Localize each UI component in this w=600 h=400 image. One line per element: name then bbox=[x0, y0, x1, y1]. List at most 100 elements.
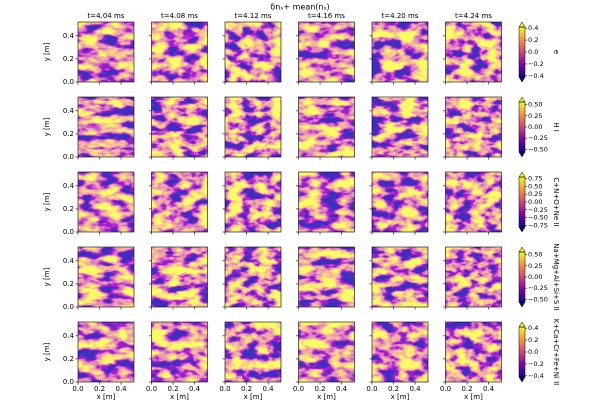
colorbar bbox=[519, 327, 525, 377]
colorbar-tick-label: −0.25 bbox=[528, 284, 548, 292]
colorbar-tick-label: 0.00 bbox=[528, 123, 542, 131]
colorbar-extend bbox=[518, 226, 526, 233]
colorbar-extend bbox=[518, 21, 526, 28]
heatmap bbox=[151, 322, 208, 382]
axes-frame bbox=[298, 171, 355, 233]
y-axis-label: y [m] bbox=[43, 192, 51, 211]
axes-frame bbox=[298, 21, 355, 83]
y-axis-label: y [m] bbox=[43, 42, 51, 61]
colorbar-tick-label: 0.25 bbox=[528, 190, 542, 198]
y-tick-label: 0.4 bbox=[63, 182, 75, 190]
axes-frame bbox=[371, 96, 429, 158]
colorbar-tick-label: 0.50 bbox=[528, 101, 542, 109]
colorbar bbox=[519, 177, 525, 227]
colorbar-tick-label: 0.00 bbox=[528, 273, 542, 281]
axes-frame bbox=[371, 246, 429, 308]
colorbar-tick-label: 0.4 bbox=[528, 324, 538, 332]
axes-frame bbox=[224, 171, 282, 233]
colorbar-tick-label: −0.2 bbox=[528, 360, 544, 368]
heatmap bbox=[372, 322, 428, 382]
colorbar-tick-label: 0.50 bbox=[528, 182, 542, 190]
heatmap bbox=[445, 247, 502, 307]
x-tick-label: 0.2 bbox=[314, 385, 325, 393]
y-tick-label: 0.2 bbox=[63, 280, 74, 288]
y-tick-label: 0.4 bbox=[63, 332, 75, 340]
y-tick-label: 0.4 bbox=[63, 257, 75, 265]
x-tick-label: 0.2 bbox=[241, 385, 252, 393]
heatmap bbox=[298, 247, 355, 307]
x-tick-label: 0.2 bbox=[167, 385, 178, 393]
x-axis-label: x [m] bbox=[391, 393, 410, 400]
heatmap bbox=[151, 172, 208, 232]
axes-frame bbox=[445, 171, 502, 233]
axes-frame bbox=[151, 21, 208, 83]
colorbar bbox=[519, 252, 525, 302]
x-axis-label: x [m] bbox=[97, 393, 116, 400]
colorbar-tick-label: 0.00 bbox=[528, 198, 542, 206]
colorbar-tick-label: −0.50 bbox=[528, 214, 548, 222]
axes-frame bbox=[224, 246, 282, 308]
heatmap bbox=[372, 172, 428, 232]
y-tick-label: 0.2 bbox=[63, 55, 74, 63]
y-tick-label: 0.0 bbox=[63, 78, 74, 86]
x-tick-label: 0.4 bbox=[336, 385, 348, 393]
colorbar bbox=[519, 102, 525, 152]
colorbar-tick-label: 0.75 bbox=[528, 175, 542, 183]
colorbar-extend bbox=[518, 376, 526, 383]
row-label: C+N+O+Ne II bbox=[552, 177, 560, 226]
column-title: t=4.24 ms bbox=[455, 12, 492, 20]
axes-frame bbox=[77, 96, 135, 158]
heatmap bbox=[445, 22, 502, 82]
x-tick-label: 0.2 bbox=[461, 385, 472, 393]
heatmap bbox=[78, 172, 134, 232]
axes-frame bbox=[445, 321, 502, 383]
y-tick-label: 0.2 bbox=[63, 130, 74, 138]
heatmap bbox=[151, 97, 208, 157]
heatmap bbox=[225, 172, 281, 232]
colorbar-tick-label: −0.4 bbox=[528, 72, 544, 80]
colorbar-extend bbox=[518, 151, 526, 158]
colorbar-extend bbox=[518, 246, 526, 253]
colorbar-tick-label: −0.50 bbox=[528, 145, 548, 153]
x-tick-label: 0.2 bbox=[388, 385, 399, 393]
axes-frame bbox=[371, 321, 429, 383]
heatmap bbox=[298, 172, 355, 232]
x-tick-label: 0.2 bbox=[94, 385, 105, 393]
y-tick-label: 0.0 bbox=[63, 228, 74, 236]
x-tick-label: 0.0 bbox=[440, 385, 451, 393]
colorbar-tick-label: −0.50 bbox=[528, 295, 548, 303]
colorbar-tick-label: 0.25 bbox=[528, 262, 542, 270]
x-tick-label: 0.4 bbox=[116, 385, 128, 393]
y-axis-label: y [m] bbox=[43, 342, 51, 361]
y-tick-label: 0.2 bbox=[63, 355, 74, 363]
heatmap bbox=[151, 247, 208, 307]
heatmap bbox=[151, 22, 208, 82]
colorbar-extend bbox=[518, 76, 526, 83]
x-axis-label: x [m] bbox=[464, 393, 483, 400]
axes-frame bbox=[224, 96, 282, 158]
colorbar-tick-label: 0.4 bbox=[528, 24, 538, 32]
x-axis-label: x [m] bbox=[244, 393, 263, 400]
heatmap bbox=[445, 172, 502, 232]
axes-frame bbox=[151, 321, 208, 383]
axes-frame bbox=[151, 171, 208, 233]
colorbar-tick-label: −0.2 bbox=[528, 60, 544, 68]
axes-frame bbox=[298, 246, 355, 308]
x-tick-label: 0.4 bbox=[189, 385, 201, 393]
heatmap bbox=[78, 322, 134, 382]
y-tick-label: 0.4 bbox=[63, 107, 75, 115]
axes-frame bbox=[445, 21, 502, 83]
axes-frame bbox=[445, 96, 502, 158]
colorbar-tick-label: 0.2 bbox=[528, 36, 538, 44]
heatmap bbox=[445, 97, 502, 157]
axes-frame bbox=[77, 321, 135, 383]
colorbar-tick-label: −0.25 bbox=[528, 134, 548, 142]
y-tick-label: 0.2 bbox=[63, 205, 74, 213]
axes-frame bbox=[151, 246, 208, 308]
axes-frame bbox=[445, 246, 502, 308]
y-tick-label: 0.4 bbox=[63, 32, 75, 40]
heatmap bbox=[225, 247, 281, 307]
x-tick-label: 0.4 bbox=[263, 385, 275, 393]
heatmap bbox=[225, 97, 281, 157]
colorbar-extend bbox=[518, 96, 526, 103]
